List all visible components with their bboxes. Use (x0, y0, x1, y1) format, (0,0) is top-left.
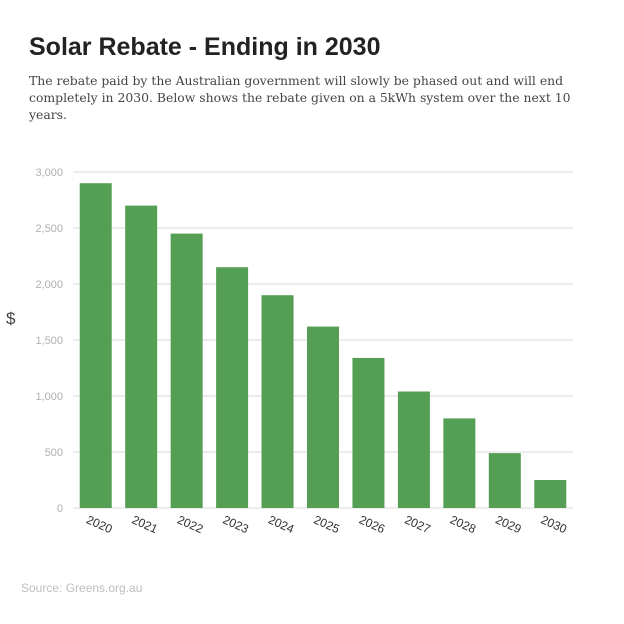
y-tick-label: 2,500 (35, 223, 63, 235)
y-axis-ticks: 0 500 1,000 1,500 2,000 2,500 3,000 (35, 167, 63, 515)
bar-2028 (443, 418, 476, 508)
bars (79, 183, 567, 508)
bar-2026 (352, 357, 385, 508)
x-tick-label: 2025 (312, 513, 342, 537)
y-tick-label: 1,000 (35, 391, 63, 403)
y-tick-label: 3,000 (35, 167, 63, 179)
bar-2023 (216, 267, 249, 508)
x-tick-label: 2028 (448, 513, 478, 537)
x-tick-label: 2020 (84, 513, 114, 537)
x-tick-label: 2024 (266, 513, 296, 537)
x-tick-label: 2023 (221, 513, 251, 537)
x-tick-label: 2027 (402, 513, 432, 537)
y-tick-label: 2,000 (35, 279, 63, 291)
y-tick-label: 500 (45, 447, 63, 459)
bar-2030 (534, 480, 567, 508)
x-tick-label: 2022 (175, 513, 205, 537)
x-axis-ticks: 2020 2021 2022 2023 2024 2025 2026 2027 2028 2029… (84, 513, 569, 537)
bar-2027 (397, 391, 430, 508)
x-tick-label: 2029 (493, 513, 523, 537)
source-note: Source: Greens.org.au (21, 581, 143, 595)
y-tick-label: 0 (57, 503, 63, 515)
x-tick-label: 2026 (357, 513, 387, 537)
bar-2022 (170, 233, 203, 508)
x-tick-label: 2030 (539, 513, 569, 537)
y-tick-label: 1,500 (35, 335, 63, 347)
y-axis-label: $ (6, 309, 16, 328)
bar-2025 (307, 326, 339, 508)
bar-2020 (79, 183, 112, 508)
chart-title: Solar Rebate - Ending in 2030 (29, 33, 381, 61)
chart-subtitle: The rebate paid by the Australian govern… (29, 73, 571, 122)
x-tick-label: 2021 (130, 513, 160, 537)
bar-2021 (125, 205, 158, 508)
bar-2024 (261, 295, 294, 508)
bar-2029 (488, 453, 521, 508)
